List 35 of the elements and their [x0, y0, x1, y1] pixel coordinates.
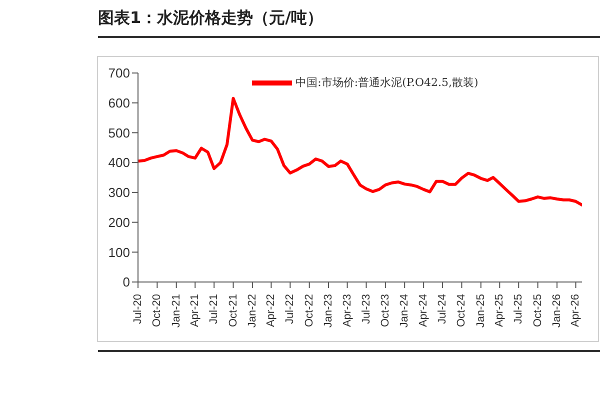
x-tick-label: Jul-23: [360, 294, 372, 324]
x-tick-label: Apr-21: [189, 294, 202, 328]
x-tick-label: Oct-25: [532, 294, 544, 328]
x-tick-label: Jan-23: [322, 294, 335, 328]
legend-label: 中国:市场价:普通水泥(P.O42.5,散装): [296, 76, 478, 89]
x-tick-label: Oct-22: [303, 294, 316, 328]
x-tick-label: Jan-21: [170, 294, 182, 328]
x-tick-label: Apr-23: [341, 294, 354, 328]
y-tick-label: 100: [108, 244, 130, 260]
x-tick-label: Jul-21: [208, 294, 220, 324]
x-tick-label: Apr-26: [570, 294, 582, 328]
chart-title: 图表1：水泥价格走势（元/吨）: [98, 8, 323, 29]
x-tick-label: Jan-26: [550, 294, 563, 328]
x-tick-label: Apr-22: [265, 294, 278, 328]
x-tick-label: Oct-20: [151, 294, 164, 328]
x-tick-label: Jan-22: [246, 294, 258, 328]
x-tick-label: Jul-24: [436, 294, 449, 324]
y-tick-label: 200: [108, 214, 130, 230]
x-tick-label: Apr-25: [494, 294, 506, 328]
x-tick-label: Jul-22: [284, 294, 296, 324]
x-tick-label: Jan-24: [398, 294, 411, 328]
y-tick-label: 700: [108, 66, 130, 81]
y-tick-label: 500: [108, 125, 130, 140]
x-tick-label: Jul-20: [132, 294, 144, 324]
x-tick-label: Jul-25: [512, 294, 525, 324]
x-tick-label: Oct-21: [227, 294, 240, 328]
y-tick-label: 300: [108, 185, 130, 200]
x-tick-label: Apr-24: [418, 294, 430, 328]
x-tick-label: Oct-24: [456, 294, 468, 328]
x-tick-label: Oct-23: [379, 294, 392, 328]
y-tick-label: 400: [108, 155, 130, 170]
x-tick-label: Jan-25: [474, 294, 487, 328]
y-tick-label: 600: [108, 95, 130, 110]
line-series: [138, 96, 582, 206]
y-tick-label: 0: [122, 274, 130, 290]
